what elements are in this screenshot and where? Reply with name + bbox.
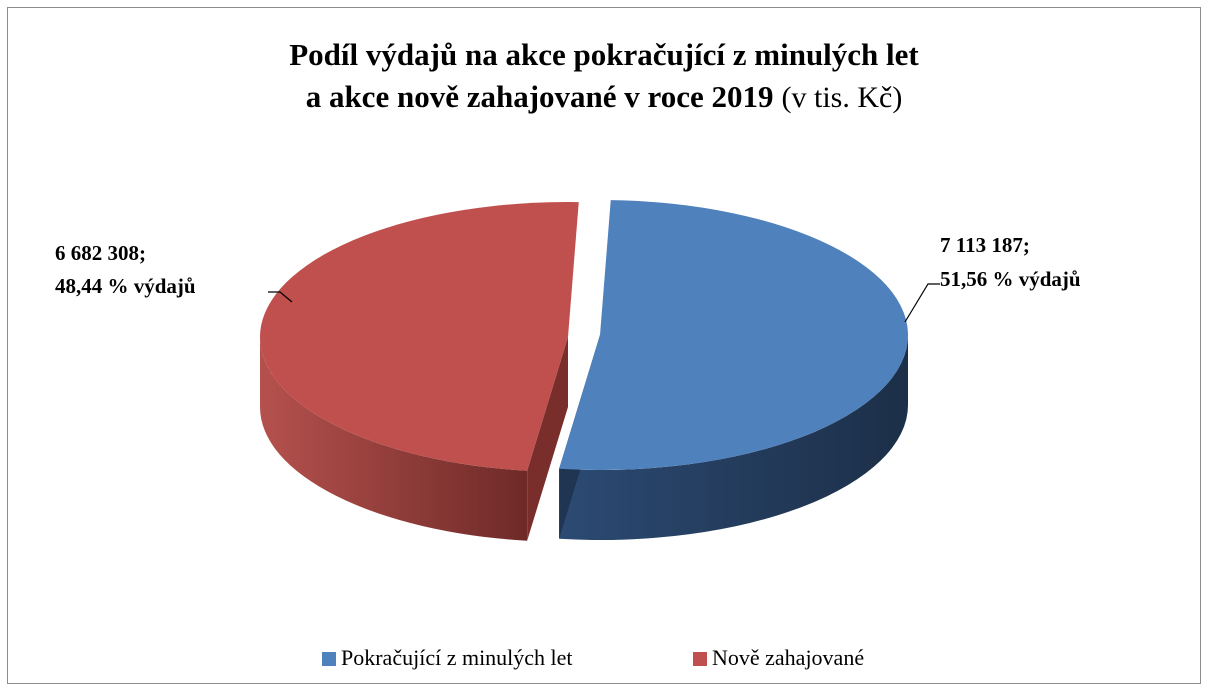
title-part: a akce nově zahajované v roce 2019 (306, 79, 774, 114)
legend-swatch (322, 652, 336, 666)
slice-side (259, 337, 528, 541)
data-label: 6 682 308; (55, 241, 146, 265)
slice-top (559, 200, 909, 471)
leader-line (904, 283, 940, 323)
data-label: 51,56 % výdajů (940, 267, 1081, 291)
data-label: 7 113 187; (940, 233, 1030, 257)
chart-title-line: a akce nově zahajované v roce 2019 (v tis… (306, 79, 903, 114)
slice-cut (527, 337, 568, 541)
chart-title: Podíl výdajů na akce pokračující z minul… (289, 37, 919, 72)
slice (259, 202, 579, 541)
title-unit: (v tis. Kč) (782, 81, 903, 114)
legend-label: Nově zahajované (712, 645, 864, 670)
slice (559, 200, 909, 540)
legend-label: Pokračující z minulých let (341, 645, 573, 670)
slice-side (559, 335, 908, 540)
leader-line (268, 291, 293, 303)
slice-top (260, 202, 579, 471)
legend-swatch (693, 652, 707, 666)
data-label: 48,44 % výdajů (55, 274, 196, 298)
